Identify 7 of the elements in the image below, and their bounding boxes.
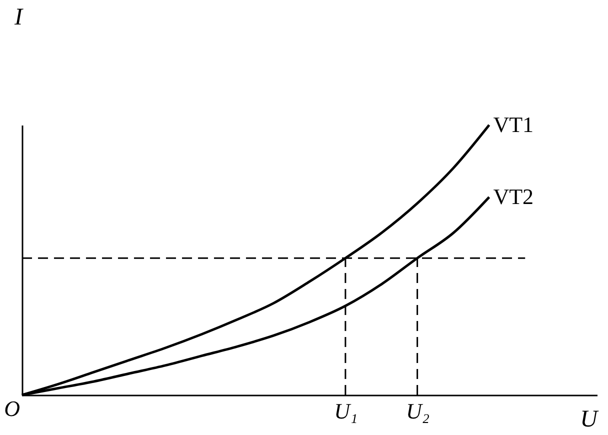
series-label: VT1 <box>493 112 534 137</box>
series-label: VT2 <box>493 184 534 210</box>
y-axis-title: I <box>14 4 24 30</box>
text: O <box>4 396 20 421</box>
x-tick-label: U₁ <box>334 398 358 424</box>
x-tick-label: U₂ <box>406 398 430 424</box>
x-axis-title: U <box>580 406 600 432</box>
